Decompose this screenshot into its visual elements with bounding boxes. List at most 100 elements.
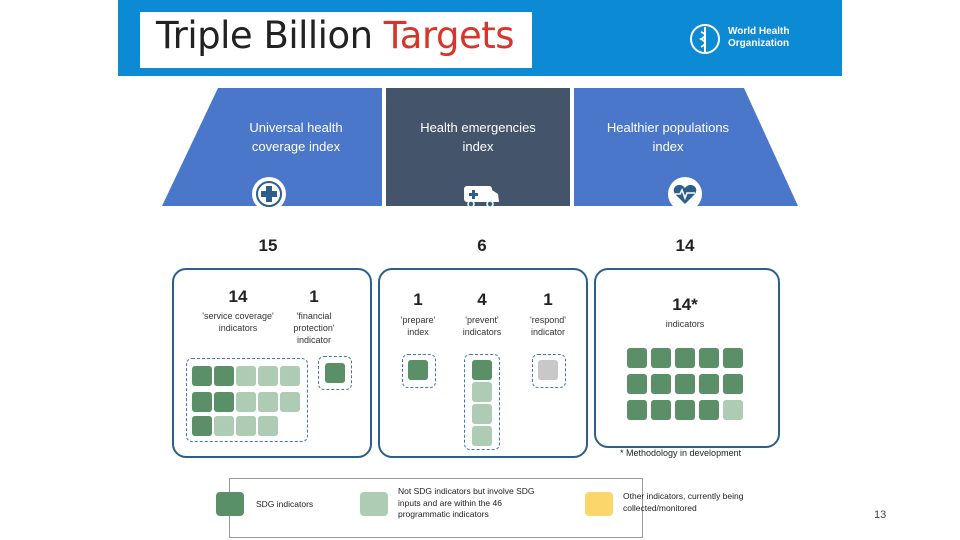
populations-indicator-caption-line-1: indicators	[665, 319, 705, 329]
who-line-2: Organization	[728, 38, 790, 49]
other-legend-label: Other indicators, currently being collec…	[623, 491, 773, 514]
sdg-indicator-square	[214, 392, 234, 412]
populations-total: 14	[675, 236, 695, 255]
index-banner	[162, 88, 798, 206]
page-number: 13	[874, 509, 887, 521]
uhc-label-line-1: Universal health	[249, 120, 343, 135]
sdg-indicator-square	[651, 400, 671, 420]
sdg-indicator-square	[723, 374, 743, 394]
sdg-indicator-square	[699, 374, 719, 394]
sdg-legend-swatch	[216, 492, 244, 516]
populations-label-line-1: Healthier populations	[606, 120, 730, 135]
title-part-1: Triple Billion	[156, 14, 384, 57]
non-sdg-indicator-square	[280, 366, 300, 386]
emergencies-total: 6	[477, 236, 487, 255]
sdg-indicator-square	[651, 374, 671, 394]
service-coverage-caption-line-2: indicators	[218, 323, 258, 333]
populations-indicator-count: 14*	[672, 295, 698, 314]
prepare-caption-line-2: index	[407, 327, 429, 337]
non-sdg-indicator-square	[472, 382, 492, 402]
respond-group	[532, 354, 566, 388]
financial-protection-caption-line-2: protection'	[293, 323, 335, 333]
populations-label-line-2: index	[652, 139, 684, 154]
service-coverage-group	[186, 358, 308, 442]
sdg-indicator-square	[675, 374, 695, 394]
uhc-total: 15	[258, 236, 278, 255]
populations-label: Healthier populations index	[580, 118, 756, 156]
non-sdg-legend-line-3: programmatic indicators	[398, 509, 489, 519]
non-sdg-indicator-square	[214, 416, 234, 436]
service-coverage-count: 14	[228, 287, 248, 306]
prepare-caption: 'prepare' index	[386, 314, 450, 338]
other-legend-swatch	[585, 492, 613, 516]
sdg-indicator-square	[699, 348, 719, 368]
uhc-label: Universal health coverage index	[216, 118, 376, 156]
title-part-2: Targets	[383, 14, 515, 57]
who-line-1: World Health	[728, 26, 790, 37]
sdg-indicator-square	[192, 366, 212, 386]
non-sdg-legend-label: Not SDG indicators but involve SDG input…	[398, 486, 563, 521]
populations-banner-shape	[574, 88, 798, 206]
prevent-caption-line-1: 'prevent'	[465, 315, 499, 325]
respond-count: 1	[543, 290, 553, 309]
sdg-indicator-square	[325, 363, 345, 383]
sdg-indicator-square	[408, 360, 428, 380]
non-sdg-legend-line-1: Not SDG indicators but involve SDG	[398, 486, 535, 496]
prepare-count: 1	[413, 290, 423, 309]
sdg-indicator-square	[627, 348, 647, 368]
sdg-indicator-square	[192, 416, 212, 436]
emergencies-banner-shape	[386, 88, 570, 206]
non-sdg-indicator-square	[258, 366, 278, 386]
financial-protection-group	[318, 356, 352, 390]
non-sdg-indicator-square	[236, 416, 256, 436]
service-coverage-caption-line-1: 'service coverage'	[202, 311, 274, 321]
who-text: World Health Organization	[728, 26, 789, 50]
medical-cross-icon	[252, 177, 286, 211]
non-sdg-indicator-square	[258, 416, 278, 436]
other-legend-line-2: collected/monitored	[623, 502, 697, 513]
respond-caption-line-2: indicator	[530, 327, 566, 337]
financial-protection-caption-line-3: indicator	[296, 335, 332, 345]
service-coverage-caption: 'service coverage' indicators	[192, 310, 284, 334]
non-sdg-indicator-square	[258, 392, 278, 412]
non-sdg-indicator-square	[236, 366, 256, 386]
uhc-label-line-2: coverage index	[251, 139, 341, 154]
sdg-indicator-square	[214, 366, 234, 386]
non-sdg-legend-line-2: inputs and are within the 46	[398, 497, 502, 508]
sdg-legend-label: SDG indicators	[256, 499, 314, 509]
prevent-count: 4	[477, 290, 487, 309]
prevent-caption-line-2: indicators	[462, 327, 502, 337]
respond-caption-line-1: 'respond'	[530, 315, 566, 325]
sdg-indicator-square	[699, 400, 719, 420]
sdg-indicator-square	[472, 360, 492, 380]
who-emblem-icon	[690, 24, 720, 54]
non-sdg-indicator-square	[472, 426, 492, 446]
title-band	[140, 12, 532, 68]
non-sdg-indicator-square	[723, 400, 743, 420]
non-sdg-indicator-square	[472, 404, 492, 424]
uhc-banner-shape	[162, 88, 382, 206]
non-sdg-indicator-square	[280, 392, 300, 412]
prepare-caption-line-1: 'prepare'	[400, 315, 436, 325]
emergencies-label: Health emergencies index	[395, 118, 561, 156]
sdg-indicator-square	[723, 348, 743, 368]
sdg-indicator-square	[627, 374, 647, 394]
sdg-indicator-square	[192, 392, 212, 412]
non-sdg-indicator-square	[236, 392, 256, 412]
non-sdg-legend-swatch	[360, 492, 388, 516]
page-title: Triple Billion Targets	[156, 14, 515, 57]
financial-protection-count: 1	[309, 287, 319, 306]
other-legend-line-1: Other indicators, currently being	[623, 491, 744, 501]
emergencies-label-line-1: Health emergencies	[420, 120, 536, 135]
prevent-group	[464, 354, 500, 450]
populations-indicator-caption: indicators	[645, 318, 725, 330]
ambulance-icon	[462, 180, 502, 210]
prepare-group	[402, 354, 436, 388]
financial-protection-caption-line-1: 'financial	[296, 311, 332, 321]
sdg-indicator-square	[651, 348, 671, 368]
financial-protection-caption: 'financial protection' indicator	[280, 310, 348, 346]
who-logo: World Health Organization	[688, 24, 798, 56]
methodology-note: * Methodology in development	[620, 448, 742, 458]
sdg-indicator-square	[675, 348, 695, 368]
emergencies-label-line-2: index	[462, 139, 494, 154]
